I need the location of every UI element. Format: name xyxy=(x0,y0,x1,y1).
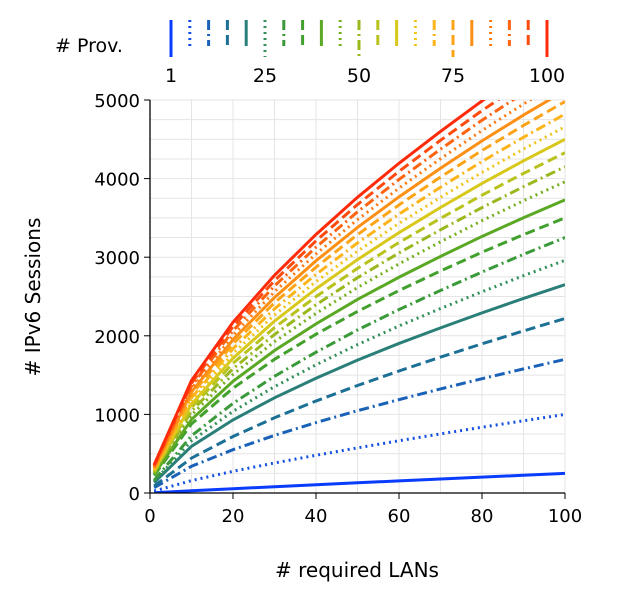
series-line-prov-20 xyxy=(153,283,565,484)
series-line-prov-65 xyxy=(152,125,565,471)
y-tick-label: 0 xyxy=(129,484,140,505)
series-line-prov-60 xyxy=(152,137,565,472)
series-line-prov-25 xyxy=(153,258,565,483)
x-tick-label: 40 xyxy=(305,506,328,527)
x-axis-label: # required LANs xyxy=(275,558,439,582)
series-lines xyxy=(152,100,565,493)
series-line-prov-30 xyxy=(153,236,565,482)
series-line-prov-85 xyxy=(152,100,533,468)
series-line-prov-15 xyxy=(153,317,565,488)
series-line-prov-90 xyxy=(152,100,516,467)
legend-tick-label: 50 xyxy=(347,65,371,87)
series-line-prov-1 xyxy=(154,471,565,493)
series-line-prov-5 xyxy=(153,412,565,493)
series-line-prov-45 xyxy=(152,180,565,475)
x-tick-label: 20 xyxy=(222,506,245,527)
y-axis-label: # IPv6 Sessions xyxy=(21,218,45,377)
x-tick-label: 100 xyxy=(548,506,582,527)
series-line-prov-50 xyxy=(152,165,565,474)
series-line-prov-70 xyxy=(152,112,565,470)
y-tick-label: 5000 xyxy=(94,91,140,112)
x-tick-label: 60 xyxy=(388,506,411,527)
y-tick-label: 1000 xyxy=(94,405,140,426)
legend-title: # Prov. xyxy=(55,35,123,57)
legend: # Prov. 1 25 50 75 100 xyxy=(55,20,565,87)
series-line-prov-75 xyxy=(152,100,565,469)
legend-tick-label: 25 xyxy=(253,65,277,87)
series-line-prov-55 xyxy=(152,151,565,473)
legend-tick-label: 75 xyxy=(441,65,465,87)
legend-tick-label: 1 xyxy=(165,65,177,87)
series-line-prov-100 xyxy=(152,100,487,466)
x-tick-label: 80 xyxy=(471,506,494,527)
y-tick-label: 4000 xyxy=(94,170,140,191)
series-line-prov-10 xyxy=(153,357,565,489)
series-line-prov-35 xyxy=(152,216,565,477)
series-line-prov-40 xyxy=(152,198,565,476)
legend-tick-label: 100 xyxy=(529,65,565,87)
x-tick-label: 0 xyxy=(144,506,155,527)
y-tick-label: 3000 xyxy=(94,248,140,269)
series-line-prov-95 xyxy=(152,100,501,467)
series-line-prov-80 xyxy=(152,100,552,469)
y-tick-label: 2000 xyxy=(94,327,140,348)
